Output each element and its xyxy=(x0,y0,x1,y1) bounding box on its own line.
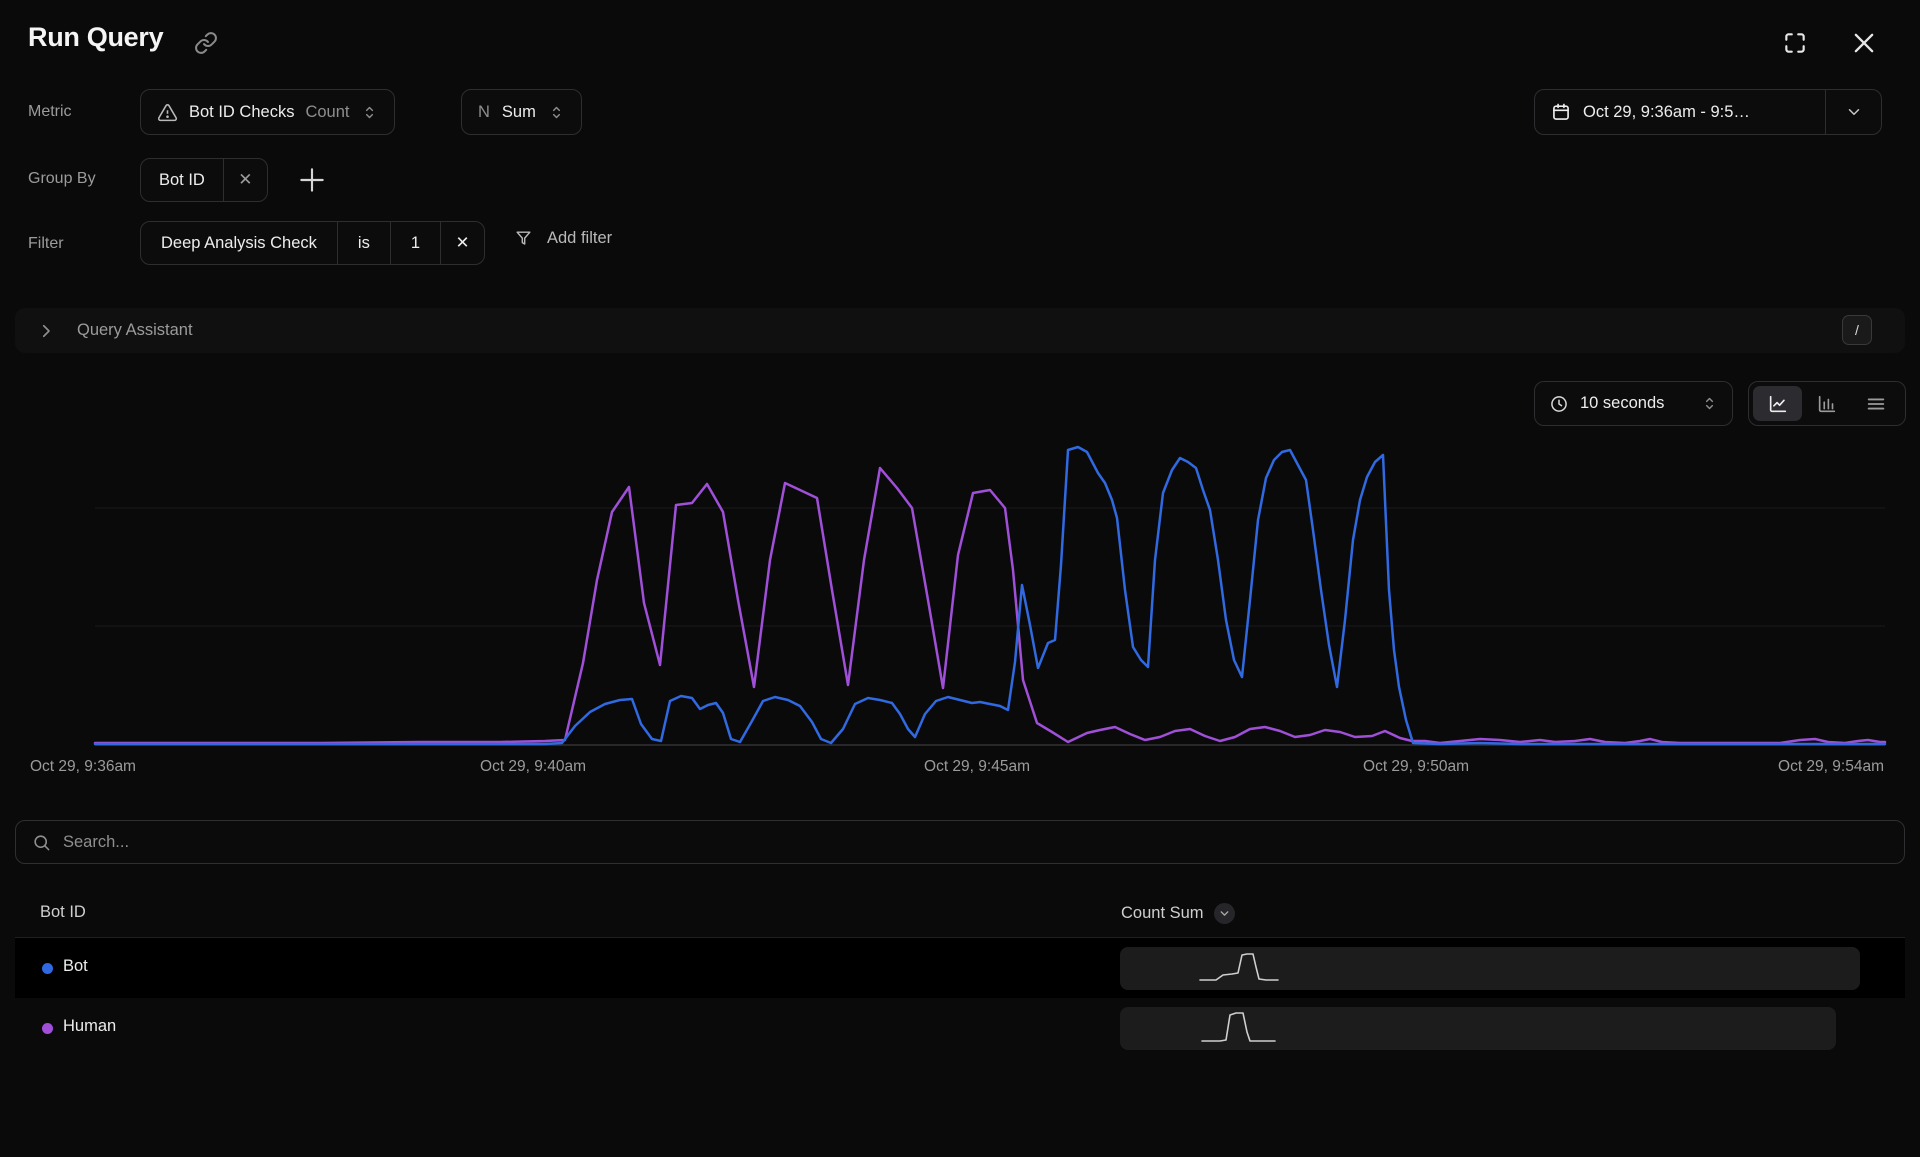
metric-type: Count xyxy=(305,102,350,121)
x-tick-label: Oct 29, 9:54am xyxy=(1778,758,1884,775)
query-assistant-bar[interactable]: Query Assistant / xyxy=(15,308,1905,353)
date-range-value: Oct 29, 9:36am - 9:5… xyxy=(1583,102,1750,121)
filter-chip[interactable]: Deep Analysis Check is 1 ✕ xyxy=(140,221,486,265)
chart-type-toggle-group xyxy=(1748,381,1906,426)
timeseries-chart[interactable] xyxy=(0,420,1920,760)
chevrons-updown-icon xyxy=(361,104,378,121)
group-by-chip-value: Bot ID xyxy=(159,170,205,189)
chevrons-updown-icon xyxy=(548,104,565,121)
metric-name: Bot ID Checks xyxy=(189,102,295,121)
metric-select[interactable]: Bot ID Checks Count xyxy=(140,89,395,135)
query-assistant-label: Query Assistant xyxy=(77,321,193,339)
series-color-dot xyxy=(42,963,53,974)
bar-chart-toggle[interactable] xyxy=(1802,386,1851,421)
remove-group-by-icon[interactable]: ✕ xyxy=(222,159,267,201)
chevron-right-icon xyxy=(37,322,55,340)
x-tick-label: Oct 29, 9:36am xyxy=(30,758,136,775)
x-tick-label: Oct 29, 9:45am xyxy=(924,758,1030,775)
filter-label: Filter xyxy=(28,235,64,252)
table-row-bot[interactable]: Bot xyxy=(15,938,1905,998)
fullscreen-icon[interactable] xyxy=(1782,30,1808,56)
add-filter-button[interactable]: Add filter xyxy=(514,229,612,248)
table-view-toggle[interactable] xyxy=(1852,386,1901,421)
search-input[interactable] xyxy=(63,832,1888,852)
sparkline-cell xyxy=(1120,1007,1836,1050)
group-by-chip[interactable]: Bot ID ✕ xyxy=(140,158,268,202)
aggregation-select[interactable]: N Sum xyxy=(461,89,582,135)
row-label: Bot xyxy=(63,957,88,975)
calendar-icon xyxy=(1551,102,1571,122)
remove-filter-icon[interactable]: ✕ xyxy=(440,222,484,264)
sort-direction-icon[interactable] xyxy=(1213,903,1235,924)
close-icon[interactable] xyxy=(1850,29,1878,57)
page-title: Run Query xyxy=(28,22,164,52)
clock-icon xyxy=(1549,394,1569,414)
filter-operator[interactable]: is xyxy=(336,222,390,264)
slash-shortcut-key: / xyxy=(1842,315,1872,345)
table-row-human[interactable]: Human xyxy=(15,998,1905,1058)
search-bar xyxy=(15,820,1905,864)
search-icon xyxy=(32,833,51,852)
interval-value: 10 seconds xyxy=(1580,394,1665,412)
funnel-icon xyxy=(514,229,533,248)
metric-label: Metric xyxy=(28,103,72,120)
add-group-by-button[interactable] xyxy=(296,164,328,196)
interval-select[interactable]: 10 seconds xyxy=(1534,381,1733,426)
chevrons-updown-icon xyxy=(1701,395,1718,412)
line-chart-toggle[interactable] xyxy=(1753,386,1803,421)
x-tick-label: Oct 29, 9:50am xyxy=(1363,758,1469,775)
table-header-divider xyxy=(15,937,1905,938)
add-filter-text: Add filter xyxy=(547,229,613,247)
agg-value: Sum xyxy=(501,102,536,121)
warning-icon xyxy=(157,102,178,123)
sparkline xyxy=(1201,1012,1276,1042)
filter-field: Deep Analysis Check xyxy=(161,233,317,252)
sparkline-cell xyxy=(1120,947,1860,990)
column-header-count-sum[interactable]: Count Sum xyxy=(1121,903,1235,924)
date-range-picker[interactable]: Oct 29, 9:36am - 9:5… xyxy=(1534,89,1882,135)
copy-link-icon[interactable] xyxy=(194,31,218,55)
column-header-bot-id: Bot ID xyxy=(40,903,86,921)
group-by-label: Group By xyxy=(28,170,96,187)
sparkline xyxy=(1199,953,1279,981)
count-sum-header-text: Count Sum xyxy=(1121,904,1204,922)
agg-kind-letter: N xyxy=(478,102,490,121)
series-color-dot xyxy=(42,1023,53,1034)
row-label: Human xyxy=(63,1017,117,1035)
x-tick-label: Oct 29, 9:40am xyxy=(480,758,586,775)
filter-value[interactable]: 1 xyxy=(389,222,440,264)
date-range-expand-button[interactable] xyxy=(1825,90,1881,134)
